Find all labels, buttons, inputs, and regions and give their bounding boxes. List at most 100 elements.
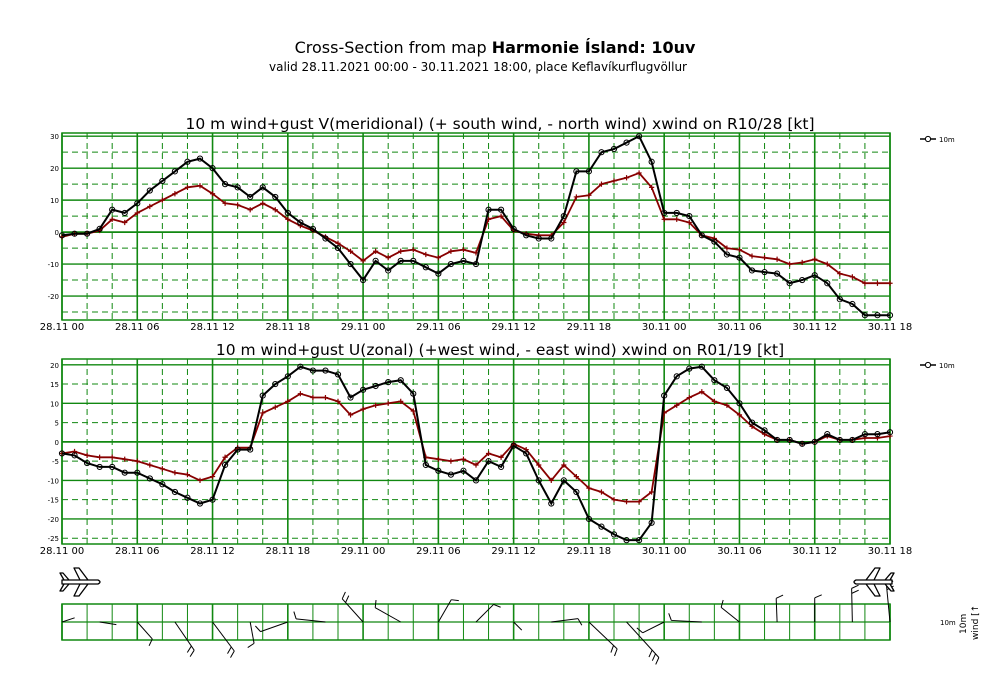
- zonal-y-tick-label: 5: [55, 420, 59, 428]
- meridional-panel: 10 m wind+gust V(meridional) (+ south wi…: [40, 115, 955, 333]
- zonal-wind-point: [799, 440, 806, 447]
- zonal-gust-point: [385, 400, 391, 406]
- meridional-wind-point: [435, 270, 442, 277]
- zonal-wind-point: [322, 367, 329, 374]
- zonal-wind-point: [736, 400, 743, 407]
- wind-barb-shaft: [341, 598, 364, 623]
- zonal-wind-point: [297, 363, 304, 370]
- meridional-y-tick-label: 30: [50, 133, 59, 141]
- zonal-wind-point: [661, 392, 668, 399]
- meridional-gust-point: [561, 219, 567, 226]
- meridional-gust-point: [410, 247, 416, 253]
- wind-barb-shaft: [61, 617, 75, 623]
- wind-barb-shaft: [475, 604, 494, 623]
- zonal-wind-point: [560, 477, 567, 484]
- zonal-wind-point: [58, 450, 66, 457]
- zonal-wind-point: [573, 488, 580, 496]
- meridional-gust-point: [874, 280, 881, 286]
- zonal-wind-point: [497, 463, 505, 471]
- meridional-wind-point: [497, 206, 505, 213]
- zonal-wind-point: [673, 373, 680, 380]
- zonal-wind-point: [184, 494, 191, 501]
- zonal-wind-point: [435, 467, 442, 474]
- zonal-wind-point: [259, 392, 266, 399]
- wind-barb-feather: [186, 645, 192, 653]
- zonal-legend-marker: [924, 361, 932, 369]
- zonal-wind-point: [886, 429, 894, 436]
- zonal-wind-point: [385, 379, 392, 386]
- zonal-chart-title: 10 m wind+gust U(zonal) (+west wind, - e…: [216, 341, 784, 359]
- meridional-gust-point: [761, 255, 768, 261]
- meridional-gust-point: [122, 219, 128, 226]
- meridional-gust-point: [448, 248, 454, 254]
- meridional-wind-point: [623, 139, 630, 146]
- zonal-wind-point: [309, 367, 317, 374]
- meridional-wind-point: [560, 213, 567, 220]
- zonal-gust-point: [97, 454, 103, 460]
- zonal-gust-point: [398, 398, 404, 404]
- meridional-wind-point: [334, 244, 342, 252]
- meridional-gust-point: [849, 274, 855, 280]
- meridional-wind-point: [209, 165, 216, 172]
- zonal-x-tick-label: 29.11 18: [567, 546, 612, 557]
- wind-barb-shaft: [136, 621, 153, 640]
- wind-barb-shaft: [885, 584, 891, 623]
- zonal-gust-point: [485, 450, 492, 457]
- meridional-gust-point: [423, 251, 429, 258]
- meridional-wind-point: [523, 232, 530, 239]
- zonal-gust-point: [310, 394, 316, 401]
- meridional-wind-point: [410, 257, 417, 264]
- barb-axis-label: wind [↑: [971, 605, 981, 640]
- meridional-gust-point: [297, 223, 303, 229]
- zonal-wind-point: [548, 500, 555, 507]
- zonal-gust-point: [410, 408, 416, 414]
- meridional-plot-frame: [61, 132, 891, 321]
- wind-barb-shaft: [513, 621, 523, 631]
- wind-barb-shaft: [551, 618, 579, 623]
- meridional-wind-point: [736, 254, 743, 261]
- zonal-y-tick-label: -25: [48, 535, 59, 543]
- zonal-gust-point: [360, 406, 366, 412]
- wind-barb-shaft: [374, 607, 401, 623]
- zonal-y-tick-label: 0: [55, 439, 59, 447]
- meridional-wind-point: [748, 267, 756, 274]
- zonal-wind-point: [824, 431, 831, 438]
- meridional-gust-point: [184, 184, 191, 190]
- zonal-gust-point: [649, 489, 655, 495]
- wind-barb-shaft: [775, 598, 778, 623]
- zonal-gust-point: [172, 470, 178, 476]
- zonal-wind-point: [623, 537, 630, 544]
- zonal-wind-point: [698, 363, 705, 370]
- meridional-wind-point: [121, 209, 128, 217]
- zonal-wind-point: [711, 377, 718, 384]
- zonal-gust-point: [335, 398, 341, 404]
- zonal-wind-point: [635, 537, 643, 544]
- zonal-x-tick-label: 30.11 18: [868, 546, 913, 557]
- zonal-wind-point: [811, 438, 818, 445]
- meridional-gust-point: [649, 184, 655, 190]
- zonal-y-tick-label: -10: [48, 477, 59, 485]
- meridional-wind-point: [861, 312, 869, 319]
- zonal-wind-point: [397, 377, 404, 384]
- zonal-gust-point: [197, 477, 203, 484]
- meridional-wind-point: [811, 272, 818, 279]
- zonal-gust-point: [322, 394, 329, 401]
- meridional-gust-point: [347, 248, 354, 254]
- meridional-wind-point: [359, 276, 367, 284]
- meridional-gust-point: [824, 261, 830, 267]
- meridional-wind-point: [272, 193, 279, 201]
- zonal-wind-point: [861, 431, 869, 438]
- zonal-wind-point: [159, 481, 166, 488]
- wind-barb-shaft: [588, 621, 618, 650]
- zonal-wind-point: [849, 436, 856, 444]
- meridional-gust-point: [611, 178, 617, 184]
- meridional-x-tick-label: 29.11 12: [491, 322, 536, 333]
- zonal-wind-point: [836, 436, 843, 444]
- wind-barb-feather: [577, 618, 583, 626]
- meridional-wind-line: [61, 134, 890, 317]
- meridional-gust-point: [799, 259, 805, 266]
- meridional-gust-point: [147, 203, 153, 210]
- wind-barb-feather: [636, 627, 643, 634]
- meridional-wind-point: [711, 238, 718, 245]
- meridional-gust-point: [724, 245, 730, 251]
